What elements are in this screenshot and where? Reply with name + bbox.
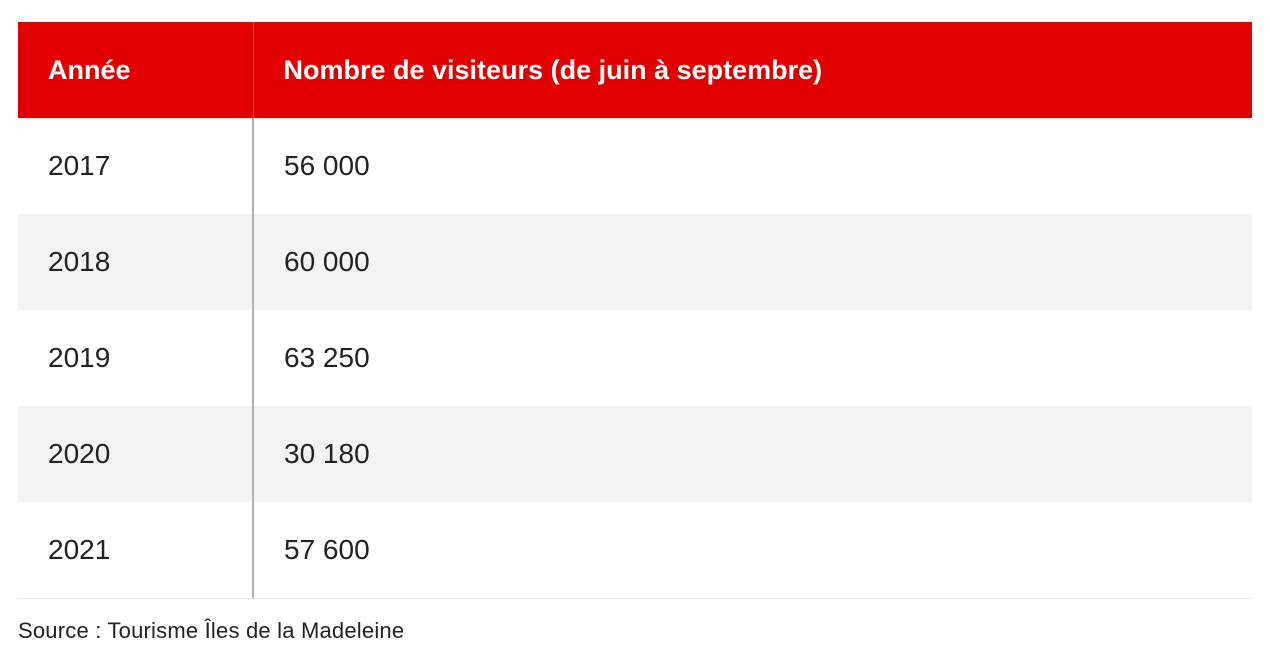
visitors-cell: 63 250 [284, 342, 370, 373]
table-row: 2017 56 000 [18, 118, 1252, 214]
year-cell: 2017 [18, 118, 254, 214]
visitors-table: Année Nombre de visiteurs (de juin à sep… [18, 22, 1252, 598]
table-bottom-divider [18, 598, 1252, 599]
year-cell: 2018 [18, 214, 254, 310]
visitors-table-container: Année Nombre de visiteurs (de juin à sep… [18, 22, 1252, 599]
column-header-visitors: Nombre de visiteurs (de juin à septembre… [253, 22, 1252, 118]
visitors-cell: 60 000 [253, 214, 1252, 310]
table-body: 2017 56 000 2018 60 000 2019 63 250 2020… [18, 118, 1252, 598]
table-row: 2018 60 000 [18, 214, 1252, 310]
header-row: Année Nombre de visiteurs (de juin à sep… [18, 22, 1252, 118]
source-note: Source : Tourisme Îles de la Madeleine [18, 618, 405, 643]
table-row: 2019 63 250 [18, 310, 1252, 406]
visitors-cell: 30 180 [253, 406, 1252, 502]
year-cell: 2019 [18, 310, 254, 406]
visitors-cell: 56 000 [284, 150, 370, 181]
table-row: 2021 57 600 [18, 502, 1252, 598]
year-cell: 2020 [18, 406, 254, 502]
visitors-cell: 57 600 [284, 534, 370, 565]
table-row: 2020 30 180 [18, 406, 1252, 502]
column-header-year: Année [18, 22, 254, 118]
year-cell: 2021 [18, 502, 254, 598]
table-header: Année Nombre de visiteurs (de juin à sep… [18, 22, 1252, 118]
